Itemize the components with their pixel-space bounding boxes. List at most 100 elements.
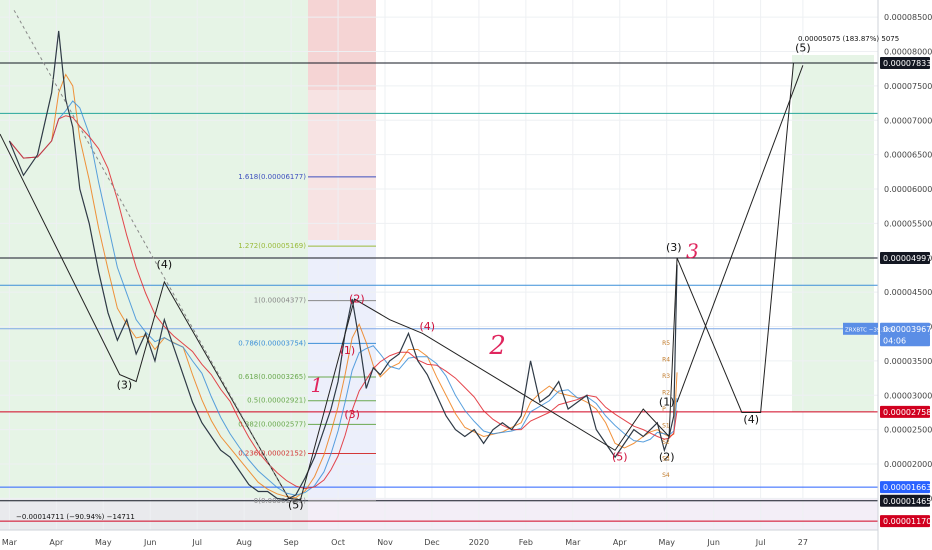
y-tick-label-13: 0.00002000 xyxy=(884,460,932,469)
x-tick-label-6: Sep xyxy=(284,538,299,547)
wave-label-9: (2) xyxy=(659,451,675,464)
price-tag-2: 0.00003967 xyxy=(883,325,931,334)
wave-label-1: (4) xyxy=(157,258,173,271)
y-tick-label-6: 0.00005500 xyxy=(884,219,932,228)
pivot-label-1: R4 xyxy=(662,357,670,364)
price-tag-bg-3 xyxy=(880,334,930,347)
x-tick-label-14: May xyxy=(658,538,675,547)
elliott-wave-path xyxy=(0,62,794,501)
wave-labels: (3)(4)(5)(1)(2)(3)(4)(5)(1)(2)(3)(4)(5)1… xyxy=(117,42,811,512)
bg-zone-red-top xyxy=(308,0,376,90)
pivot-label-7: S3 xyxy=(662,456,670,463)
x-tick-label-12: Mar xyxy=(565,538,581,547)
price-tag-bg-1 xyxy=(880,251,930,264)
hand-label-2: 3 xyxy=(686,239,699,263)
x-tick-label-15: Jun xyxy=(706,538,720,547)
wave-lines xyxy=(0,10,804,501)
x-tick-label-13: Apr xyxy=(613,538,628,547)
wave-label-7: (5) xyxy=(612,451,628,464)
x-tick-label-10: 2020 xyxy=(469,538,489,547)
y-tick-label-0: 0.00008500 xyxy=(884,13,932,22)
x-tick-label-5: Aug xyxy=(236,538,252,547)
price-tag-bg-5 xyxy=(880,481,930,494)
x-tick-label-8: Nov xyxy=(377,538,393,547)
pivot-label-3: R2 xyxy=(662,390,670,397)
price-tag-bg-2 xyxy=(880,322,930,335)
trend-dashed-line xyxy=(13,10,287,496)
y-tick-label-5: 0.00006000 xyxy=(884,185,932,194)
price-tag-bg-7 xyxy=(880,515,930,528)
fib-label-1: 1.272(0.00005169) xyxy=(238,242,306,250)
y-tick-label-3: 0.00007000 xyxy=(884,116,932,125)
fib-levels: 1.618(0.00006177) 1.272(0.00005169) 1(0.00… xyxy=(238,173,376,505)
ma-red-line xyxy=(9,115,678,490)
y-tick-label-8: 0.00004500 xyxy=(884,288,932,297)
price-tag-bg-4 xyxy=(880,405,930,418)
y-tick-label-2: 0.00007500 xyxy=(884,82,932,91)
price-series xyxy=(8,30,678,501)
pivot-label-5: S1 xyxy=(662,423,670,430)
x-tick-label-7: Oct xyxy=(331,538,345,547)
y-tick-label-11: 0.00003000 xyxy=(884,391,932,400)
y-tick-label-12: 0.00002500 xyxy=(884,426,932,435)
wave-label-3: (1) xyxy=(340,344,356,357)
wave-label-2: (5) xyxy=(288,499,304,512)
x-tick-label-17: 27 xyxy=(798,538,808,547)
background-zones xyxy=(0,0,878,530)
x-tick-label-11: Feb xyxy=(519,538,533,547)
fib-label-7: 0.236(0.00002152) xyxy=(238,450,306,458)
price-tag-7: 0.00001170 xyxy=(883,517,931,526)
measure-annotation: −0.00014711 (−90.94%) −14711 xyxy=(16,513,135,521)
fib-label-6: 0.382(0.00002577) xyxy=(238,420,306,428)
x-tick-label-1: Apr xyxy=(49,538,64,547)
fib-label-2: 1(0.00004377) xyxy=(254,297,306,305)
price-tag-6: 0.00001465 xyxy=(883,497,931,506)
y-tick-label-4: 0.00006500 xyxy=(884,151,932,160)
wave-label-6: (4) xyxy=(419,320,435,333)
bg-zone-green-right xyxy=(792,55,874,412)
horizontal-levels xyxy=(0,62,878,522)
x-tick-label-4: Jul xyxy=(191,538,202,547)
wave-label-4: (2) xyxy=(349,292,365,305)
wave-label-11: (4) xyxy=(743,413,759,426)
x-tick-label-3: Jun xyxy=(143,538,157,547)
ma-orange-line xyxy=(9,73,678,499)
y-axis-panel xyxy=(878,0,932,550)
symbol-tag-bg xyxy=(843,322,878,335)
bg-zone-volume xyxy=(0,498,878,530)
price-tag-4: 0.00002758 xyxy=(883,408,931,417)
pivot-label-0: R5 xyxy=(662,340,670,347)
fib-label-5: 0.5(0.00002921) xyxy=(247,397,306,405)
wave-label-12: (5) xyxy=(795,42,811,55)
price-tag-1: 0.00004997 xyxy=(883,254,931,263)
fib-label-3: 0.786(0.00003754) xyxy=(238,339,306,347)
x-tick-label-0: Mar xyxy=(2,538,18,547)
pivot-label-8: S4 xyxy=(662,472,670,479)
fib-label-0: 1.618(0.00006177) xyxy=(238,173,306,181)
bg-zone-blue xyxy=(308,240,376,500)
fib-label-8: 0(0.00001465) xyxy=(254,497,306,505)
hand-label-0: 1 xyxy=(311,373,324,397)
price-tags: 0.00007833 0.00004997 0.00003967 04:06 0.000… xyxy=(843,57,931,528)
pivot-label-6: S2 xyxy=(662,439,670,446)
price-line xyxy=(8,30,678,501)
wave-label-8: (1) xyxy=(659,396,675,409)
pivot-label-4: P xyxy=(662,406,666,413)
moving-averages xyxy=(9,73,678,499)
price-tag-bg-0 xyxy=(880,57,930,70)
wave-label-0: (3) xyxy=(117,378,133,391)
hand-label-1: 2 xyxy=(488,331,506,361)
x-tick-label-2: May xyxy=(95,538,112,547)
price-tag-bg-6 xyxy=(880,494,930,507)
wave-label-5: (3) xyxy=(344,408,360,421)
pivot-label-2: R3 xyxy=(662,373,670,380)
price-tag-3: 04:06 xyxy=(883,336,906,345)
price-tag-5: 0.00001663 xyxy=(883,483,931,492)
y-tick-label-1: 0.00008000 xyxy=(884,48,932,57)
symbol-tag: ZRXBTC −39.38% xyxy=(845,327,894,333)
wave-label-10: (3) xyxy=(666,241,682,254)
target-annotation: 0.00005075 (183.87%) 5075 xyxy=(798,35,899,43)
x-tick-label-9: Dec xyxy=(424,538,439,547)
